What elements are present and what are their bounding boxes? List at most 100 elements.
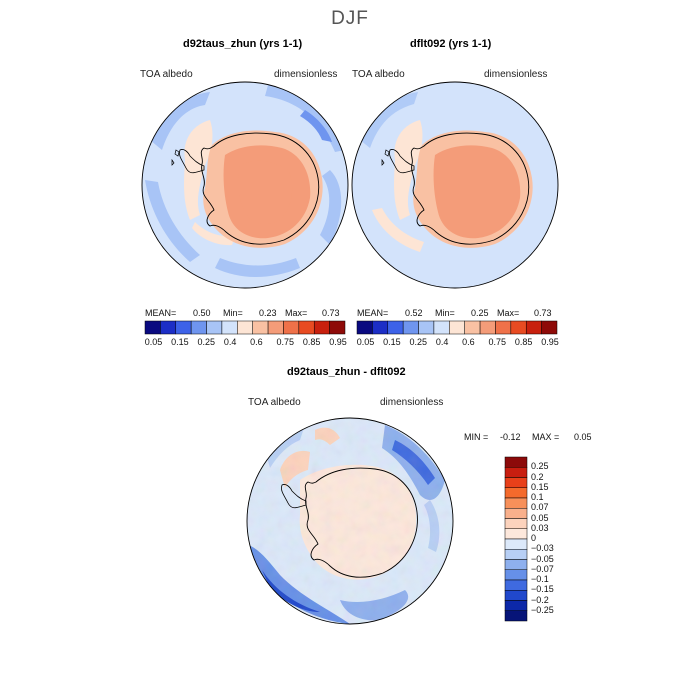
panel2-map [351, 81, 559, 289]
colorbar-swatch [464, 320, 481, 335]
panel3-max-label: MAX = [532, 432, 560, 442]
colorbar-tick-label: −0.05 [531, 553, 554, 564]
panel3-variable: TOA albedo [248, 397, 301, 408]
colorbar-swatch [504, 610, 528, 622]
panel2-variable: TOA albedo [352, 69, 405, 80]
colorbar-swatch [504, 579, 528, 591]
panel1-units: dimensionless [274, 69, 338, 80]
colorbar-tick-label: −0.25 [531, 604, 554, 615]
panel1-patch [320, 170, 342, 245]
colorbar-swatch [504, 497, 528, 509]
panel2-max-label: Max= [497, 308, 520, 318]
panel2-ice-core [433, 145, 521, 239]
colorbar-swatch [206, 320, 223, 335]
panel1-max-value: 0.73 [322, 308, 340, 318]
colorbar-swatch [267, 320, 284, 335]
colorbar-tick-label: 0.4 [223, 337, 237, 347]
colorbar-swatch [433, 320, 450, 335]
panel2-mean-value: 0.52 [405, 308, 423, 318]
panel1-patch [300, 110, 332, 142]
panel1-peninsula [179, 149, 205, 174]
colorbar-swatch [504, 569, 528, 581]
colorbar-swatch [356, 320, 373, 335]
colorbar-tick-label: 0.6 [250, 337, 263, 347]
colorbar-swatch [504, 549, 528, 560]
colorbar-swatch [504, 590, 528, 601]
colorbar-swatch [504, 487, 528, 499]
panel3-min-value: -0.12 [500, 432, 521, 442]
panel1-patch [265, 85, 345, 152]
colorbar-swatch [504, 456, 528, 468]
colorbar-tick-label: 0.15 [383, 337, 401, 347]
colorbar-swatch [510, 320, 527, 335]
panel1-title: d92taus_zhun (yrs 1-1) [183, 38, 303, 50]
colorbar-swatch [329, 320, 346, 335]
colorbar-swatch [504, 600, 528, 611]
panel2-peninsula [389, 149, 415, 174]
panel2-min-value: 0.25 [471, 308, 489, 318]
colorbar-swatch [479, 320, 496, 335]
colorbar-tick-label: 0.6 [462, 337, 475, 347]
colorbar-tick-label: 0.2 [531, 471, 544, 482]
panel1-max-label: Max= [285, 308, 308, 318]
colorbar-tick-label: −0.2 [531, 594, 549, 605]
colorbar-swatch [418, 320, 435, 335]
colorbar-tick-label: 0.25 [409, 337, 427, 347]
colorbar-tick-label: 0.05 [531, 512, 549, 523]
colorbar-swatch [252, 320, 269, 335]
panel1-patch [145, 180, 200, 262]
colorbar-swatch [495, 320, 512, 335]
panel1-map-border [141, 81, 349, 289]
colorbar-tick-label: 0.03 [531, 522, 549, 533]
colorbar-swatch [298, 320, 315, 335]
panel1-patch [192, 222, 235, 246]
panel1-patch [215, 258, 300, 277]
colorbar-swatch [504, 508, 528, 519]
colorbar-tick-label: 0.85 [302, 337, 321, 347]
panel2-patch [394, 120, 423, 220]
colorbar-swatch [372, 320, 389, 335]
panel3-title: d92taus_zhun - dflt092 [287, 366, 406, 378]
panel1-coastline [200, 132, 320, 245]
colorbar-swatch [504, 528, 528, 540]
panel3-units: dimensionless [380, 397, 444, 408]
panel3-coastline [304, 467, 418, 578]
panel1-south-america-tip [171, 149, 180, 166]
colorbar-tick-label: 0.25 [197, 337, 215, 347]
colorbar-swatch [144, 320, 161, 335]
panel3-min-label: MIN = [464, 432, 489, 442]
colorbar-swatch [504, 467, 528, 478]
panel1-min-value: 0.23 [259, 308, 277, 318]
panel1-ice-core [237, 160, 293, 225]
colorbar-swatch [387, 320, 404, 335]
colorbar-swatch [449, 320, 465, 335]
colorbar-swatch [160, 320, 177, 335]
colorbar-tick-label: 0.07 [531, 502, 549, 513]
colorbar-tick-label: 0.4 [435, 337, 449, 347]
colorbar-tick-label: 0.05 [144, 337, 163, 347]
colorbar-tick-label: 0.25 [531, 461, 549, 472]
panel3-map [246, 417, 454, 625]
panel3-peninsula [281, 484, 307, 509]
colorbar-tick-label: 0.85 [514, 337, 533, 347]
panel2-units: dimensionless [484, 69, 548, 80]
colorbar-swatch [541, 320, 558, 335]
panel2-south-america-tip [381, 149, 390, 166]
panel3-texture [247, 418, 453, 624]
colorbar-swatch [504, 477, 528, 488]
colorbar-swatch [504, 538, 528, 550]
panel2-patch [360, 92, 418, 148]
panel3-max-value: 0.05 [574, 432, 592, 442]
colorbar-swatch [221, 320, 238, 335]
panel1-colorbar [144, 320, 346, 335]
colorbar-tick-label: 0.75 [276, 337, 295, 347]
panel3-colorbar [504, 456, 528, 622]
panel2-colorbar [356, 320, 558, 335]
colorbar-tick-label: 0.15 [171, 337, 189, 347]
colorbar-tick-label: −0.15 [531, 584, 554, 595]
colorbar-swatch [504, 518, 528, 529]
panel1-map [141, 81, 349, 289]
colorbar-tick-label: 0.15 [531, 481, 549, 492]
colorbar-swatch [525, 320, 542, 335]
